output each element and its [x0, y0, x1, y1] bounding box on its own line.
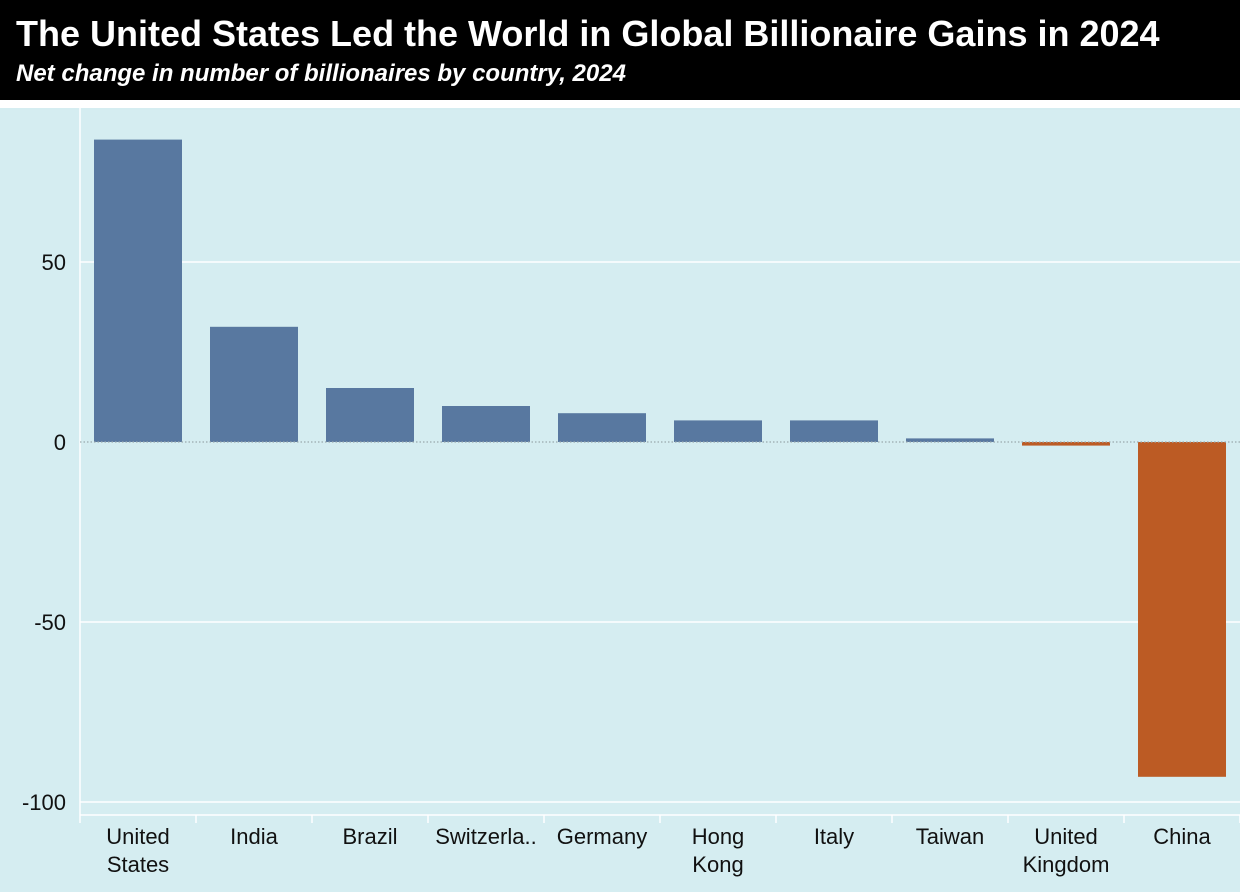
plot-area [0, 108, 1240, 892]
y-tick-label: 0 [54, 430, 66, 455]
bar-germany [558, 413, 646, 442]
bar-brazil [326, 388, 414, 442]
x-category-label: China [1153, 824, 1211, 849]
x-category-label: United [1034, 824, 1098, 849]
bar-india [210, 326, 298, 442]
x-category-label: Hong [692, 824, 745, 849]
x-category-label: Kingdom [1023, 852, 1110, 877]
chart-header: The United States Led the World in Globa… [0, 0, 1240, 100]
x-category-label: Brazil [342, 824, 397, 849]
y-tick-label: -50 [34, 610, 66, 635]
bar-united-states [94, 139, 182, 442]
x-category-label: Italy [814, 824, 854, 849]
x-category-label: Taiwan [916, 824, 984, 849]
bar-united-kingdom [1022, 442, 1110, 446]
bar-china [1138, 442, 1226, 777]
bar-switzerland [442, 406, 530, 442]
chart-title: The United States Led the World in Globa… [16, 13, 1160, 54]
x-category-label: United [106, 824, 170, 849]
bar-taiwan [906, 438, 994, 442]
x-category-label: Kong [692, 852, 743, 877]
x-category-label: States [107, 852, 169, 877]
bar-italy [790, 420, 878, 442]
x-category-label: India [230, 824, 278, 849]
chart-subtitle: Net change in number of billionaires by … [16, 60, 626, 87]
bar-hong-kong [674, 420, 762, 442]
x-category-label: Switzerla.. [435, 824, 536, 849]
y-tick-label: -100 [22, 790, 66, 815]
x-category-label: Germany [557, 824, 647, 849]
y-tick-label: 50 [42, 250, 66, 275]
